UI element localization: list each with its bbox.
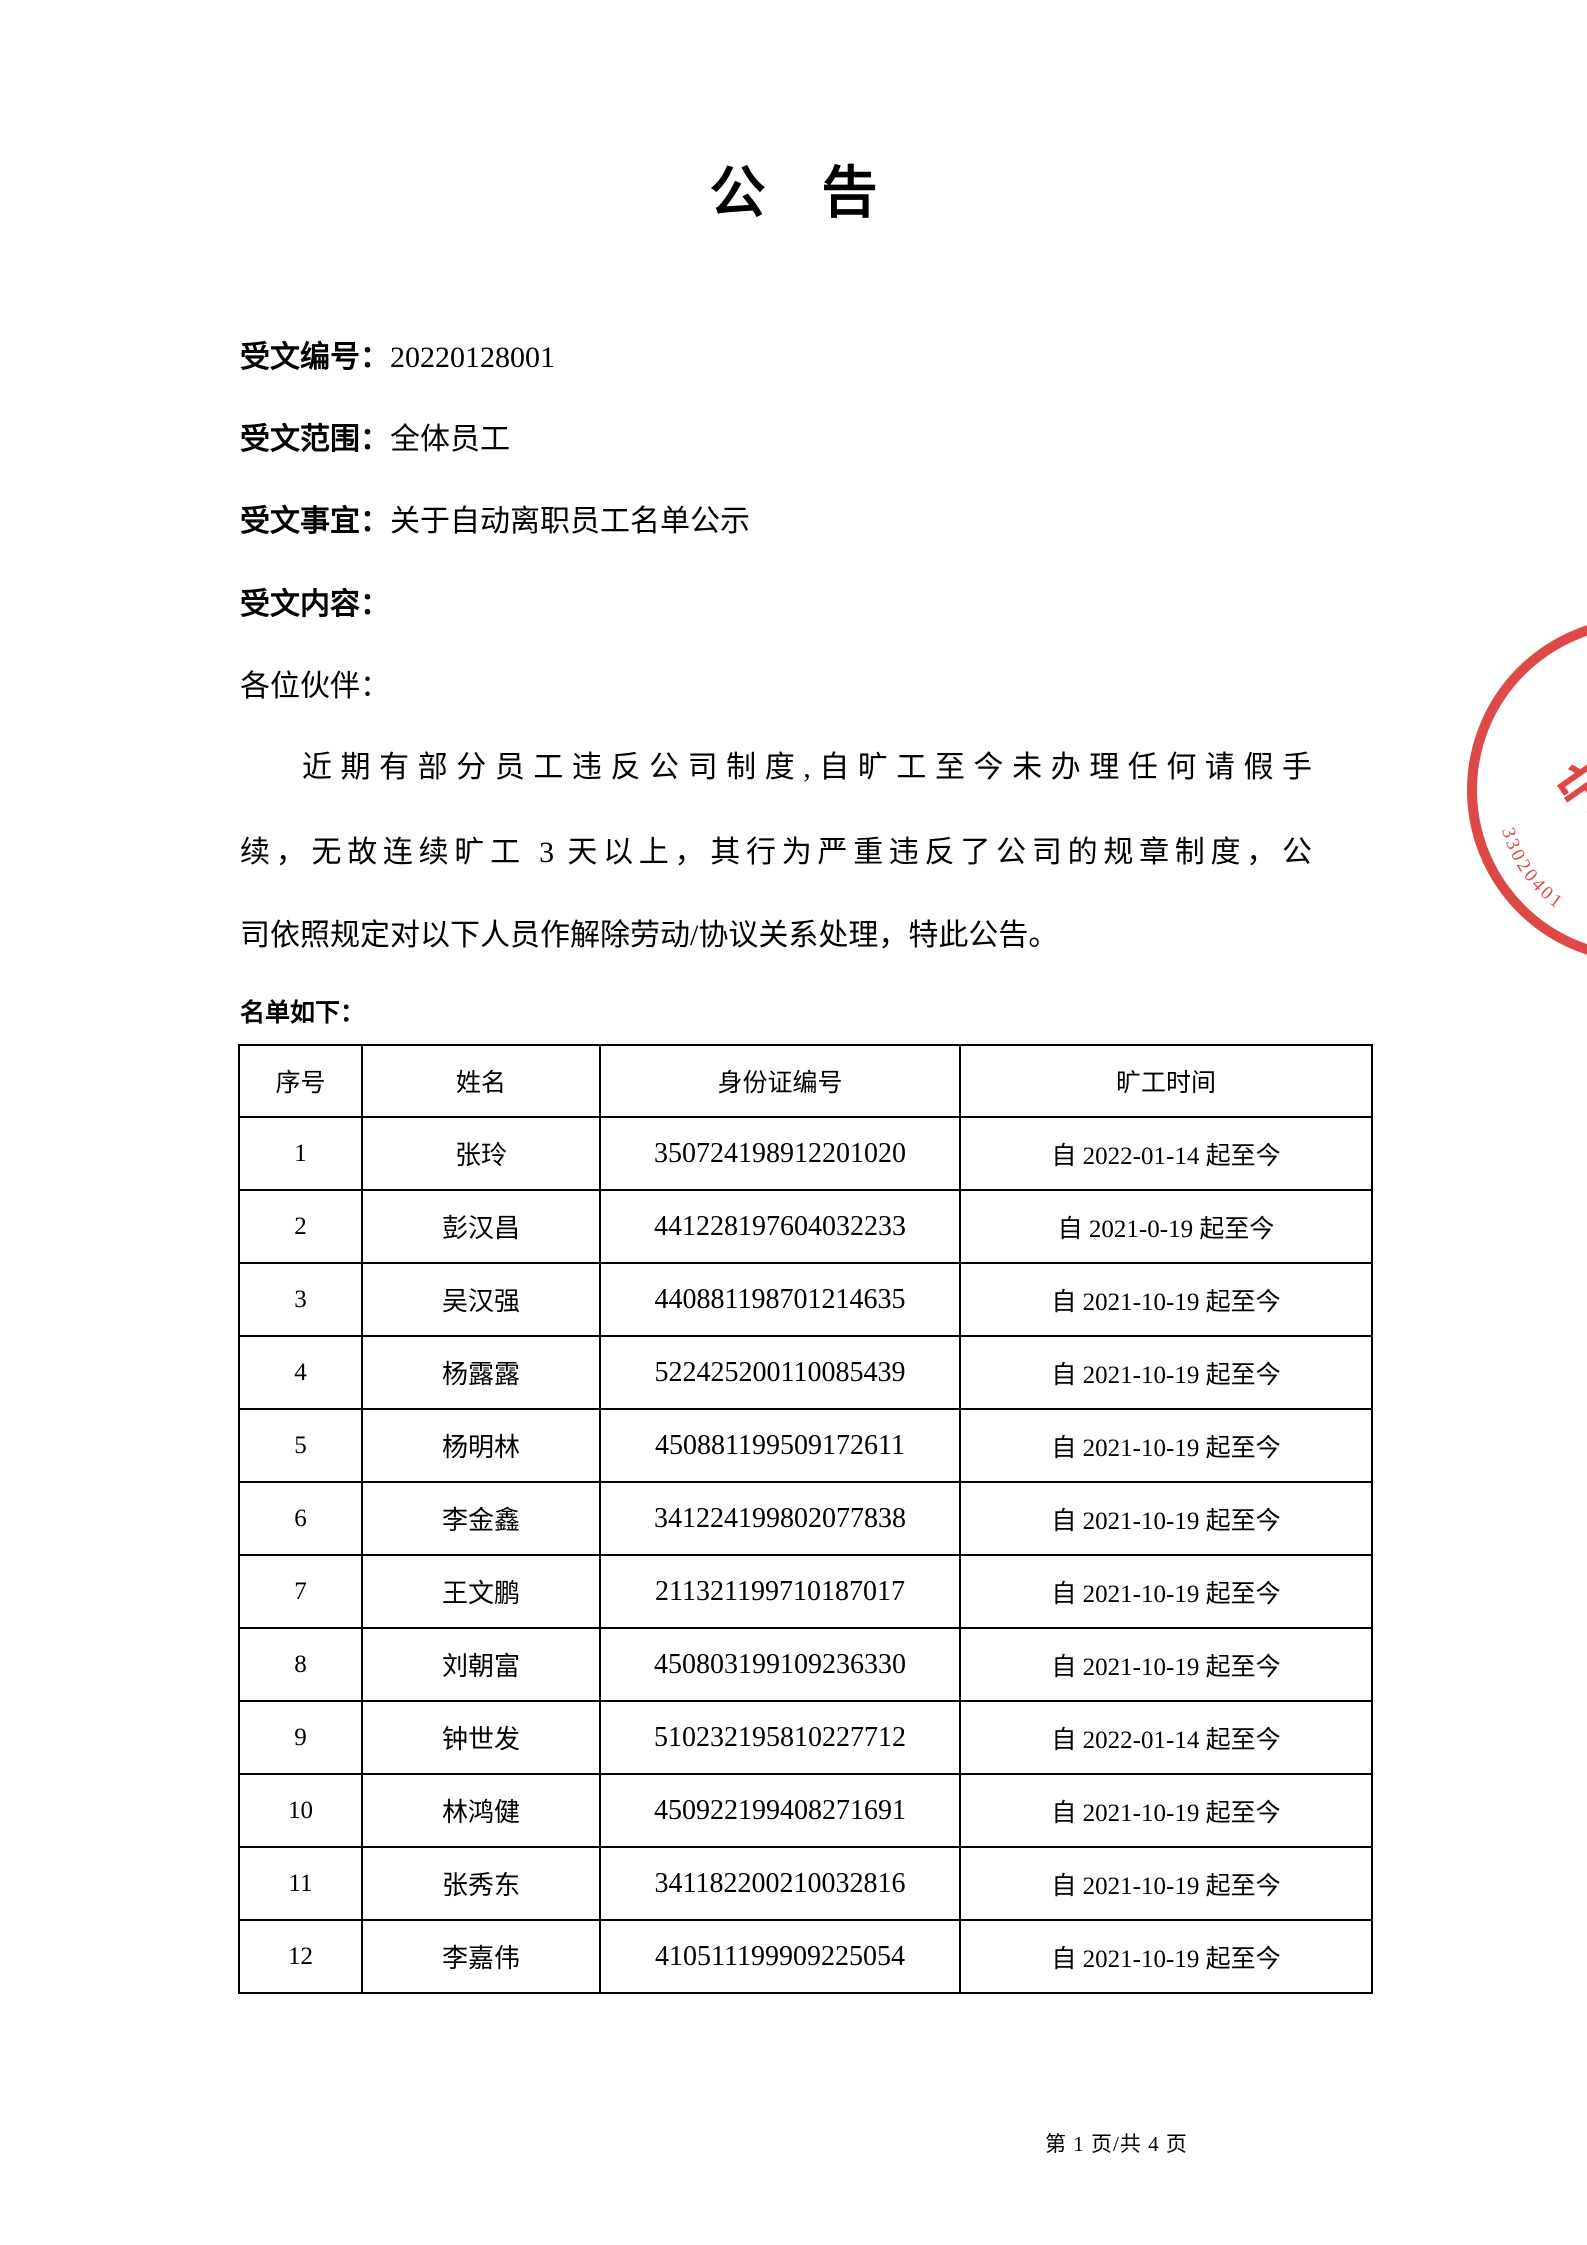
- header-index: 序号: [238, 1044, 363, 1118]
- list-intro: 名单如下：: [240, 1000, 366, 1027]
- table-row: 10 林鸿健 450922199408271691 自 2021-10-19 起…: [238, 1773, 1373, 1848]
- meta-scope: 受文范围：全体员工: [240, 414, 510, 458]
- cell-index: 5: [238, 1408, 363, 1483]
- cell-absence-time: 自 2021-10-19 起至今: [959, 1627, 1373, 1702]
- cell-absence-time: 自 2021-10-19 起至今: [959, 1773, 1373, 1848]
- table-row: 8 刘朝富 450803199109236330 自 2021-10-19 起至…: [238, 1627, 1373, 1702]
- meta-doc-number-value: 20220128001: [390, 341, 555, 374]
- table-row: 5 杨明林 450881199509172611 自 2021-10-19 起至…: [238, 1408, 1373, 1483]
- cell-absence-time: 自 2021-10-19 起至今: [959, 1919, 1373, 1994]
- cell-index: 2: [238, 1189, 363, 1264]
- stamp-char: 宁: [1548, 748, 1587, 831]
- cell-name: 彭汉昌: [361, 1189, 601, 1264]
- salutation: 各位伙伴：: [240, 670, 390, 703]
- cell-id-number: 410511199909225054: [599, 1919, 961, 1994]
- cell-absence-time: 自 2021-10-19 起至今: [959, 1554, 1373, 1629]
- header-absence-time: 旷工时间: [959, 1044, 1373, 1118]
- cell-id-number: 510232195810227712: [599, 1700, 961, 1775]
- stamp-circle: [1467, 625, 1587, 955]
- table-row: 4 杨露露 522425200110085439 自 2021-10-19 起至…: [238, 1335, 1373, 1410]
- roster-table: 序号 姓名 身份证编号 旷工时间 1 张玲 350724198912201020…: [238, 1044, 1373, 1994]
- cell-absence-time: 自 2022-01-14 起至今: [959, 1116, 1373, 1191]
- cell-index: 9: [238, 1700, 363, 1775]
- cell-name: 张玲: [361, 1116, 601, 1191]
- cell-index: 6: [238, 1481, 363, 1556]
- cell-index: 8: [238, 1627, 363, 1702]
- table-row: 1 张玲 350724198912201020 自 2022-01-14 起至今: [238, 1116, 1373, 1191]
- cell-absence-time: 自 2021-10-19 起至今: [959, 1408, 1373, 1483]
- cell-name: 林鸿健: [361, 1773, 601, 1848]
- meta-subject: 受文事宜：关于自动离职员工名单公示: [240, 496, 750, 540]
- cell-name: 钟世发: [361, 1700, 601, 1775]
- meta-scope-value: 全体员工: [390, 423, 510, 456]
- body-paragraph-line-3: 司依照规定对以下人员作解除劳动/协议关系处理，特此公告。: [240, 919, 1059, 952]
- cell-name: 杨明林: [361, 1408, 601, 1483]
- cell-index: 11: [238, 1846, 363, 1921]
- cell-absence-time: 自 2022-01-14 起至今: [959, 1700, 1373, 1775]
- cell-name: 刘朝富: [361, 1627, 601, 1702]
- cell-id-number: 450803199109236330: [599, 1627, 961, 1702]
- header-name: 姓名: [361, 1044, 601, 1118]
- table-row: 9 钟世发 510232195810227712 自 2022-01-14 起至…: [238, 1700, 1373, 1775]
- table-row: 3 吴汉强 440881198701214635 自 2021-10-19 起至…: [238, 1262, 1373, 1337]
- page-number-footer: 第 1 页/共 4 页: [1045, 2132, 1188, 2156]
- cell-id-number: 341224199802077838: [599, 1481, 961, 1556]
- page-title: 公 告: [709, 163, 878, 225]
- cell-id-number: 450922199408271691: [599, 1773, 961, 1848]
- cell-absence-time: 自 2021-10-19 起至今: [959, 1481, 1373, 1556]
- cell-name: 李嘉伟: [361, 1919, 601, 1994]
- meta-scope-label: 受文范围：: [240, 423, 390, 456]
- cell-id-number: 522425200110085439: [599, 1335, 961, 1410]
- meta-subject-label: 受文事宜：: [240, 505, 390, 538]
- meta-subject-value: 关于自动离职员工名单公示: [390, 505, 750, 538]
- cell-absence-time: 自 2021-0-19 起至今: [959, 1189, 1373, 1264]
- cell-id-number: 341182200210032816: [599, 1846, 961, 1921]
- cell-id-number: 450881199509172611: [599, 1408, 961, 1483]
- body-paragraph-line-2: 续，无故连续旷工 3 天以上，其行为严重违反了公司的规章制度，公: [240, 836, 1312, 869]
- meta-content: 受文内容：: [240, 579, 390, 623]
- meta-content-label: 受文内容：: [240, 588, 390, 621]
- cell-absence-time: 自 2021-10-19 起至今: [959, 1262, 1373, 1337]
- table-header-row: 序号 姓名 身份证编号 旷工时间: [238, 1044, 1373, 1118]
- table-row: 2 彭汉昌 441228197604032233 自 2021-0-19 起至今: [238, 1189, 1373, 1264]
- cell-name: 杨露露: [361, 1335, 601, 1410]
- cell-index: 10: [238, 1773, 363, 1848]
- table-row: 7 王文鹏 211321199710187017 自 2021-10-19 起至…: [238, 1554, 1373, 1629]
- meta-doc-number-label: 受文编号：: [240, 341, 390, 374]
- company-stamp: 宁 波 33020401: [1467, 625, 1587, 955]
- cell-index: 3: [238, 1262, 363, 1337]
- cell-index: 4: [238, 1335, 363, 1410]
- header-id-number: 身份证编号: [599, 1044, 961, 1118]
- cell-id-number: 350724198912201020: [599, 1116, 961, 1191]
- table-row: 6 李金鑫 341224199802077838 自 2021-10-19 起至…: [238, 1481, 1373, 1556]
- cell-id-number: 440881198701214635: [599, 1262, 961, 1337]
- cell-name: 李金鑫: [361, 1481, 601, 1556]
- cell-index: 7: [238, 1554, 363, 1629]
- cell-id-number: 441228197604032233: [599, 1189, 961, 1264]
- body-paragraph-line-1: 近期有部分员工违反公司制度,自旷工至今未办理任何请假手: [302, 751, 1312, 784]
- table-row: 11 张秀东 341182200210032816 自 2021-10-19 起…: [238, 1846, 1373, 1921]
- meta-doc-number: 受文编号：20220128001: [240, 332, 555, 376]
- table-row: 12 李嘉伟 410511199909225054 自 2021-10-19 起…: [238, 1919, 1373, 1994]
- stamp-char: 波: [1582, 664, 1587, 745]
- cell-name: 吴汉强: [361, 1262, 601, 1337]
- cell-index: 1: [238, 1116, 363, 1191]
- cell-name: 张秀东: [361, 1846, 601, 1921]
- cell-id-number: 211321199710187017: [599, 1554, 961, 1629]
- cell-absence-time: 自 2021-10-19 起至今: [959, 1335, 1373, 1410]
- cell-name: 王文鹏: [361, 1554, 601, 1629]
- cell-index: 12: [238, 1919, 363, 1994]
- cell-absence-time: 自 2021-10-19 起至今: [959, 1846, 1373, 1921]
